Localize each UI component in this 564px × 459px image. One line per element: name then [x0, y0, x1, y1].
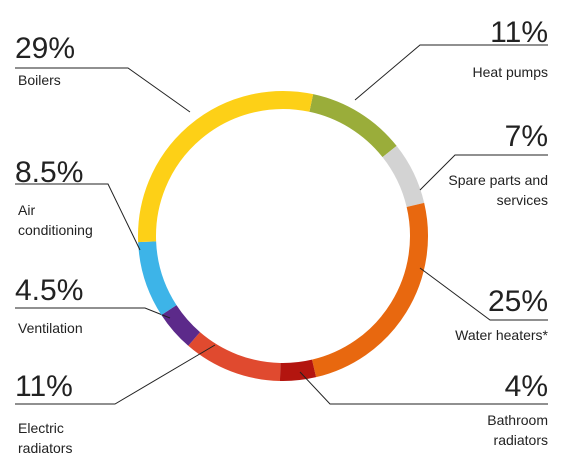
category-label: Spare parts and services [448, 172, 548, 208]
value-label: 4.5% [15, 274, 83, 307]
donut-segment [138, 241, 177, 315]
leader-line [299, 371, 548, 405]
leader-line [419, 267, 548, 321]
leader-line [15, 307, 171, 319]
category-label: Bathroom radiators [487, 412, 548, 448]
category-label: Heat pumps [472, 64, 548, 80]
leader-line [354, 44, 548, 101]
donut-segment [138, 91, 314, 243]
value-label: 29% [15, 32, 75, 65]
category-label: Water heaters* [455, 327, 548, 343]
donut-segment [311, 202, 428, 378]
value-label: 11% [15, 370, 73, 403]
leader-line [15, 67, 191, 113]
category-label: Boilers [18, 72, 61, 88]
donut-segment [382, 145, 425, 208]
value-label: 25% [488, 285, 548, 318]
leader-line [419, 154, 548, 191]
value-label: 7% [505, 120, 548, 153]
donut-segment [161, 304, 201, 346]
category-label: Air conditioning [18, 202, 93, 238]
donut-segment [188, 331, 281, 381]
category-label: Electric radiators [18, 420, 73, 456]
donut-segment [309, 94, 397, 158]
value-label: 11% [490, 16, 548, 49]
leader-line [15, 183, 141, 251]
value-label: 8.5% [15, 156, 83, 189]
leader-line [15, 344, 216, 405]
category-label: Ventilation [18, 320, 83, 336]
value-label: 4% [505, 370, 548, 403]
donut-segment [279, 359, 317, 381]
